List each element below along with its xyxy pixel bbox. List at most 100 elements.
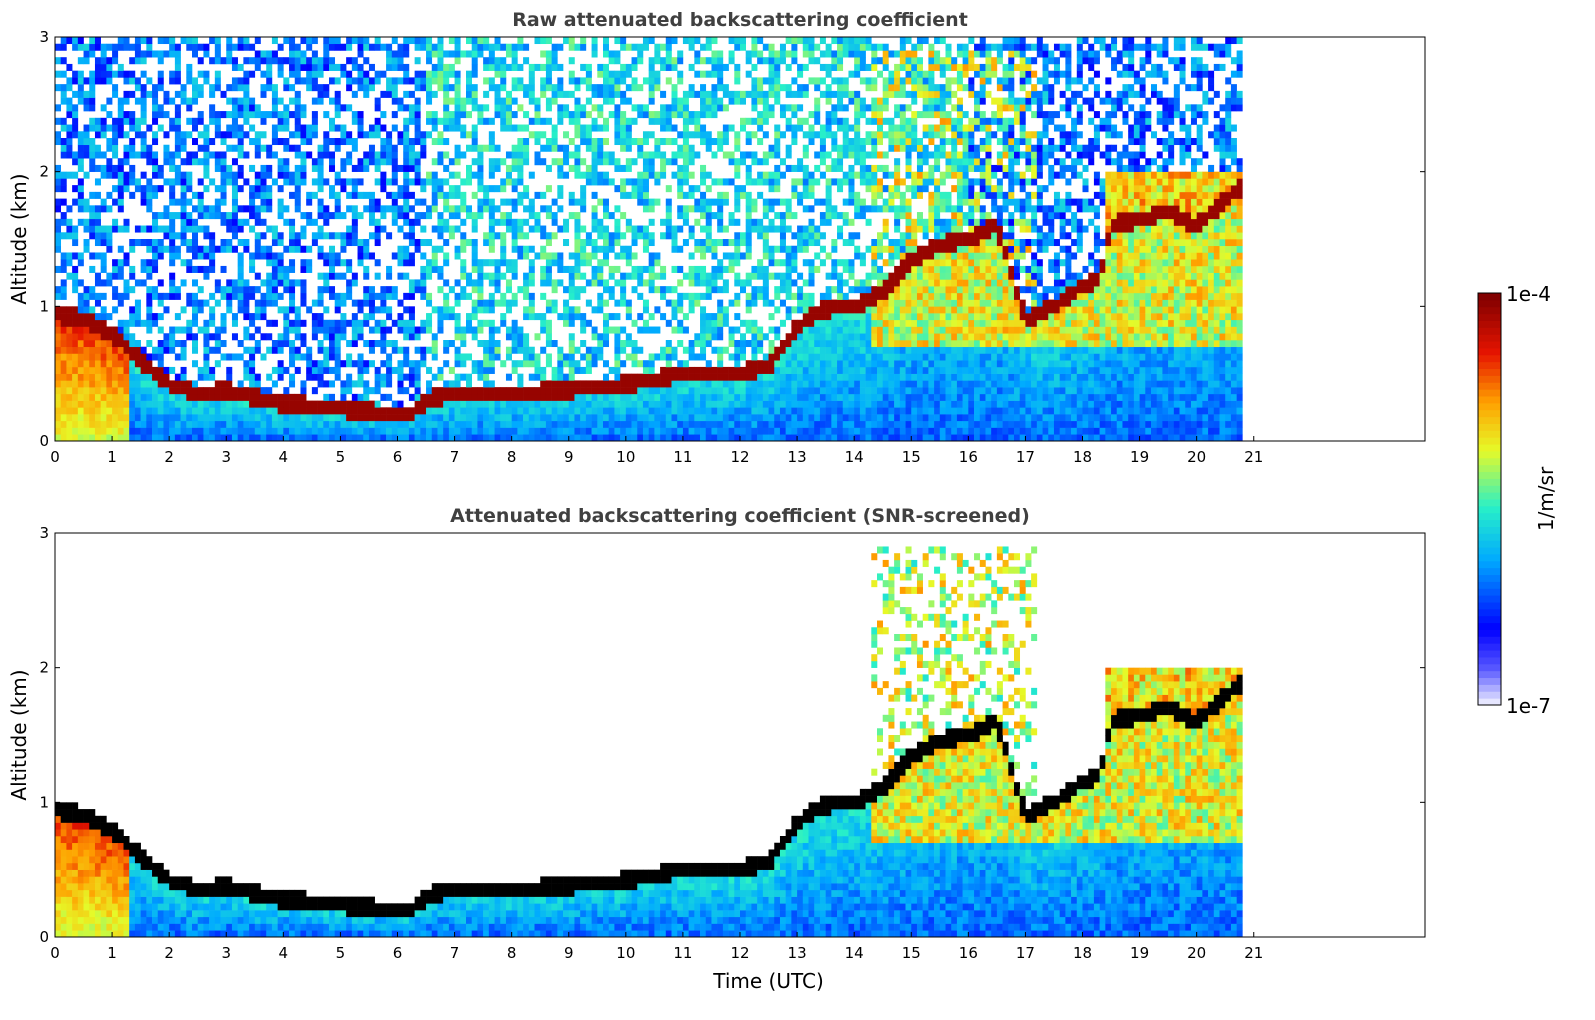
heatmap-cell — [614, 407, 621, 415]
heatmap-cell — [254, 171, 261, 179]
heatmap-cell — [505, 97, 512, 105]
heatmap-cell — [220, 90, 227, 98]
heatmap-cell — [762, 360, 769, 368]
heatmap-cell — [60, 151, 67, 159]
heatmap-cell — [614, 279, 621, 287]
heatmap-cell — [157, 37, 164, 45]
heatmap-cell — [55, 333, 62, 341]
heatmap-cell — [722, 225, 729, 233]
heatmap-cell — [226, 373, 233, 381]
heatmap-cell — [665, 366, 672, 374]
heatmap-cell — [243, 299, 250, 307]
heatmap-cell — [129, 151, 136, 159]
heatmap-cell — [768, 185, 775, 193]
heatmap-cell — [648, 286, 655, 294]
heatmap-cell — [585, 70, 592, 78]
heatmap-cell — [808, 400, 815, 408]
heatmap-cell — [66, 218, 73, 226]
heatmap-cell — [329, 380, 336, 388]
heatmap-cell — [665, 158, 672, 166]
heatmap-cell — [260, 313, 267, 321]
heatmap-cell — [437, 272, 444, 280]
heatmap-cell — [603, 380, 610, 388]
heatmap-cell — [797, 434, 804, 442]
heatmap-cell — [317, 360, 324, 368]
heatmap-cell — [717, 366, 724, 374]
heatmap-cell — [129, 90, 136, 98]
heatmap-cell — [174, 326, 181, 334]
heatmap-cell — [437, 84, 444, 92]
heatmap-cell — [134, 84, 141, 92]
heatmap-cell — [157, 212, 164, 220]
heatmap-cell — [289, 144, 296, 152]
heatmap-cell — [654, 70, 661, 78]
heatmap-cell — [551, 420, 558, 428]
heatmap-cell — [83, 57, 90, 65]
heatmap-cell — [237, 185, 244, 193]
heatmap-cell — [260, 279, 267, 287]
heatmap-cell — [466, 84, 473, 92]
heatmap-cell — [700, 84, 707, 92]
heatmap-cell — [505, 346, 512, 354]
heatmap-cell — [300, 380, 307, 388]
heatmap-cell — [517, 427, 524, 435]
heatmap-cell — [722, 131, 729, 139]
heatmap-cell — [289, 50, 296, 58]
heatmap-cell — [471, 393, 478, 401]
heatmap-cell — [517, 414, 524, 422]
heatmap-cell — [329, 292, 336, 300]
heatmap-cell — [192, 37, 199, 45]
heatmap-cell — [534, 400, 541, 408]
heatmap-cell — [694, 434, 701, 442]
heatmap-cell — [414, 164, 421, 172]
heatmap-cell — [580, 272, 587, 280]
heatmap-cell — [511, 346, 518, 354]
heatmap-cell — [83, 380, 90, 388]
heatmap-cell — [283, 205, 290, 213]
heatmap-cell — [100, 407, 107, 415]
heatmap-cell — [294, 326, 301, 334]
heatmap-cell — [466, 239, 473, 247]
heatmap-cell — [249, 346, 256, 354]
heatmap-cell — [271, 340, 278, 348]
heatmap-cell — [192, 90, 199, 98]
heatmap-cell — [323, 259, 330, 267]
heatmap-cell — [368, 313, 375, 321]
heatmap-cell — [620, 252, 627, 260]
heatmap-cell — [94, 70, 101, 78]
heatmap-cell — [642, 77, 649, 85]
heatmap-cell — [717, 212, 724, 220]
heatmap-cell — [89, 393, 96, 401]
heatmap-cell — [220, 400, 227, 408]
heatmap-cell — [397, 259, 404, 267]
heatmap-cell — [374, 259, 381, 267]
heatmap-cell — [625, 131, 632, 139]
heatmap-cell — [625, 70, 632, 78]
heatmap-cell — [779, 104, 786, 112]
heatmap-cell — [391, 97, 398, 105]
heatmap-cell — [757, 360, 764, 368]
heatmap-cell — [186, 333, 193, 341]
heatmap-cell — [625, 313, 632, 321]
heatmap-cell — [568, 90, 575, 98]
heatmap-cell — [694, 111, 701, 119]
heatmap-cell — [94, 239, 101, 247]
heatmap-cell — [500, 393, 507, 401]
heatmap-cell — [152, 353, 159, 361]
heatmap-cell — [523, 279, 530, 287]
heatmap-cell — [134, 353, 141, 361]
heatmap-cell — [311, 434, 318, 442]
heatmap-cell — [140, 225, 147, 233]
heatmap-cell — [557, 111, 564, 119]
heatmap-cell — [745, 117, 752, 125]
heatmap-cell — [294, 333, 301, 341]
heatmap-cell — [494, 104, 501, 112]
heatmap-cell — [266, 205, 273, 213]
heatmap-cell — [557, 380, 564, 388]
heatmap-cell — [631, 387, 638, 395]
heatmap-cell — [620, 63, 627, 71]
heatmap-cell — [329, 185, 336, 193]
heatmap-cell — [722, 90, 729, 98]
heatmap-cell — [682, 205, 689, 213]
heatmap-cell — [620, 286, 627, 294]
